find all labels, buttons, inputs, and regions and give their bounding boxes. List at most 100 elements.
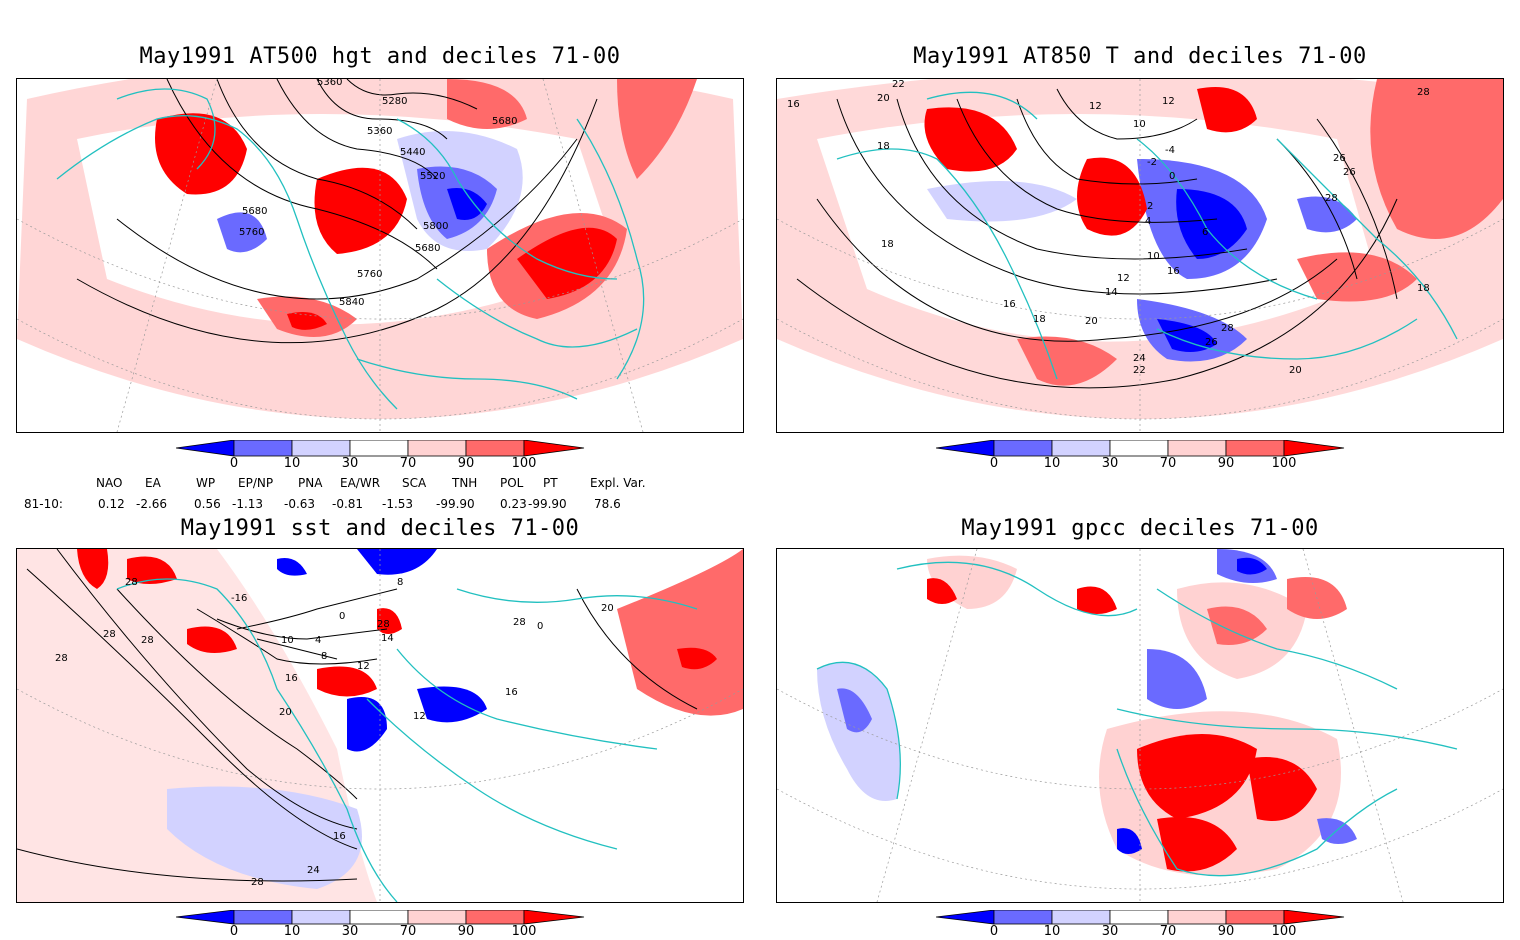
index-value-epnp: -1.13 — [232, 497, 264, 511]
panel-title-sst: May1991 sst and deciles 71-00 — [180, 516, 580, 541]
index-value-wp: 0.56 — [194, 497, 221, 511]
contour-label: 0 — [339, 611, 345, 622]
contour-label: 20 — [279, 707, 292, 718]
contour-label: 20 — [601, 603, 614, 614]
contour-label: 24 — [307, 865, 320, 876]
colorbar-tick: 10 — [283, 924, 301, 939]
map-gpcc — [776, 548, 1504, 903]
contour-label: 5280 — [382, 96, 407, 107]
colorbar-tick: 90 — [1217, 924, 1235, 939]
contour-label: 10 — [1147, 251, 1160, 262]
contour-label: 18 — [881, 239, 894, 250]
contour-label: 12 — [357, 661, 370, 672]
contour-label: 5440 — [400, 147, 425, 158]
colorbar-tick: 0 — [989, 456, 999, 471]
contour-label: 12 — [413, 711, 426, 722]
colorbar-tick: 30 — [1101, 924, 1119, 939]
contour-label: 5680 — [415, 243, 440, 254]
contour-label: 5760 — [239, 227, 264, 238]
contour-label: 22 — [892, 79, 905, 90]
colorbar-gpcc-svg — [935, 909, 1345, 925]
contour-label: 22 — [1133, 365, 1146, 376]
index-value-pna: -0.63 — [284, 497, 316, 511]
contour-label: 28 — [251, 877, 264, 888]
contour-label: 14 — [381, 633, 394, 644]
index-value-sca: -1.53 — [382, 497, 414, 511]
contour-label: 28 — [377, 619, 390, 630]
index-value-ea: -2.66 — [136, 497, 168, 511]
map-500hgt-svg: 5360 5280 5680 5360 5440 5520 5680 5760 … — [17, 79, 743, 432]
contour-label: 8 — [397, 577, 403, 588]
contour-label: -4 — [1165, 145, 1175, 156]
panel-title-500hgt: May1991 AT500 hgt and deciles 71-00 — [139, 44, 621, 69]
contour-label: 5360 — [317, 79, 342, 88]
contour-label: 5800 — [423, 221, 448, 232]
contour-label: 18 — [1033, 314, 1046, 325]
colorbar-tick: 70 — [399, 924, 417, 939]
contour-label: 4 — [315, 635, 321, 646]
map-850t: 22 20 16 18 12 12 10 -2 -4 0 2 4 6 10 16… — [776, 78, 1504, 433]
contour-label: 16 — [333, 831, 346, 842]
colorbar-500hgt: 0 10 30 70 90 100 — [175, 439, 586, 476]
map-gpcc-svg — [777, 549, 1503, 902]
colorbar-tick: 100 — [1271, 924, 1297, 939]
colorbar-tick: 100 — [511, 924, 537, 939]
index-value-eawr: -0.81 — [332, 497, 364, 511]
colorbar-tick: 100 — [1271, 456, 1297, 471]
contour-label: 28 — [1325, 193, 1338, 204]
index-header-pol: POL — [500, 476, 524, 490]
contour-label: 28 — [141, 635, 154, 646]
contour-label: -16 — [231, 593, 247, 604]
colorbar-tick: 90 — [457, 924, 475, 939]
contour-label: 18 — [1417, 283, 1430, 294]
contour-label: 28 — [103, 629, 116, 640]
contour-label: 12 — [1162, 96, 1175, 107]
colorbar-tick: 10 — [1043, 924, 1061, 939]
contour-label: 28 — [1221, 323, 1234, 334]
contour-label: 0 — [1169, 171, 1175, 182]
contour-label: 5680 — [242, 206, 267, 217]
colorbar-tick: 100 — [511, 456, 537, 471]
map-sst: 28 28 28 28 -16 0 10 4 8 12 16 20 16 24 … — [16, 548, 744, 903]
index-value-explvar: 78.6 — [594, 497, 621, 511]
colorbar-850t: 0 10 30 70 90 100 — [935, 439, 1346, 476]
colorbar-tick: 10 — [1043, 456, 1061, 471]
contour-label: 0 — [537, 621, 543, 632]
contour-label: 10 — [1133, 119, 1146, 130]
colorbar-500hgt-svg — [175, 439, 585, 457]
contour-label: 12 — [1117, 273, 1130, 284]
index-row-label: 81-10: — [24, 497, 63, 511]
contour-label: 14 — [1105, 287, 1118, 298]
index-header-eawr: EA/WR — [340, 476, 381, 490]
contour-label: 26 — [1333, 153, 1346, 164]
index-header-pna: PNA — [298, 476, 323, 490]
colorbar-tick: 90 — [1217, 456, 1235, 471]
contour-label: 28 — [125, 577, 138, 588]
index-header-sca: SCA — [402, 476, 427, 490]
colorbar-tick: 70 — [399, 456, 417, 471]
contour-label: 4 — [1145, 216, 1151, 227]
contour-label: 6 — [1202, 227, 1208, 238]
contour-label: 5360 — [367, 126, 392, 137]
index-header-nao: NAO — [96, 476, 123, 490]
panel-title-850t: May1991 AT850 T and deciles 71-00 — [913, 44, 1367, 69]
colorbar-tick: 30 — [341, 456, 359, 471]
colorbar-sst-svg — [175, 909, 585, 925]
index-header-explvar: Expl. Var. — [590, 476, 646, 490]
contour-label: 5840 — [339, 297, 364, 308]
colorbar-tick: 70 — [1159, 456, 1177, 471]
contour-label: 10 — [281, 635, 294, 646]
index-value-tnh: -99.90 — [436, 497, 475, 511]
contour-label: 5520 — [420, 171, 445, 182]
colorbar-tick: 90 — [457, 456, 475, 471]
colorbar-850t-svg — [935, 439, 1345, 457]
colorbar-tick: 0 — [989, 924, 999, 939]
contour-label: -2 — [1147, 157, 1157, 168]
index-header-epnp: EP/NP — [238, 476, 274, 490]
index-value-pol: 0.23 — [500, 497, 527, 511]
index-value-pt: -99.90 — [528, 497, 567, 511]
contour-label: 16 — [787, 99, 800, 110]
colorbar-tick: 70 — [1159, 924, 1177, 939]
index-header-ea: EA — [145, 476, 161, 490]
index-header-tnh: TNH — [452, 476, 478, 490]
